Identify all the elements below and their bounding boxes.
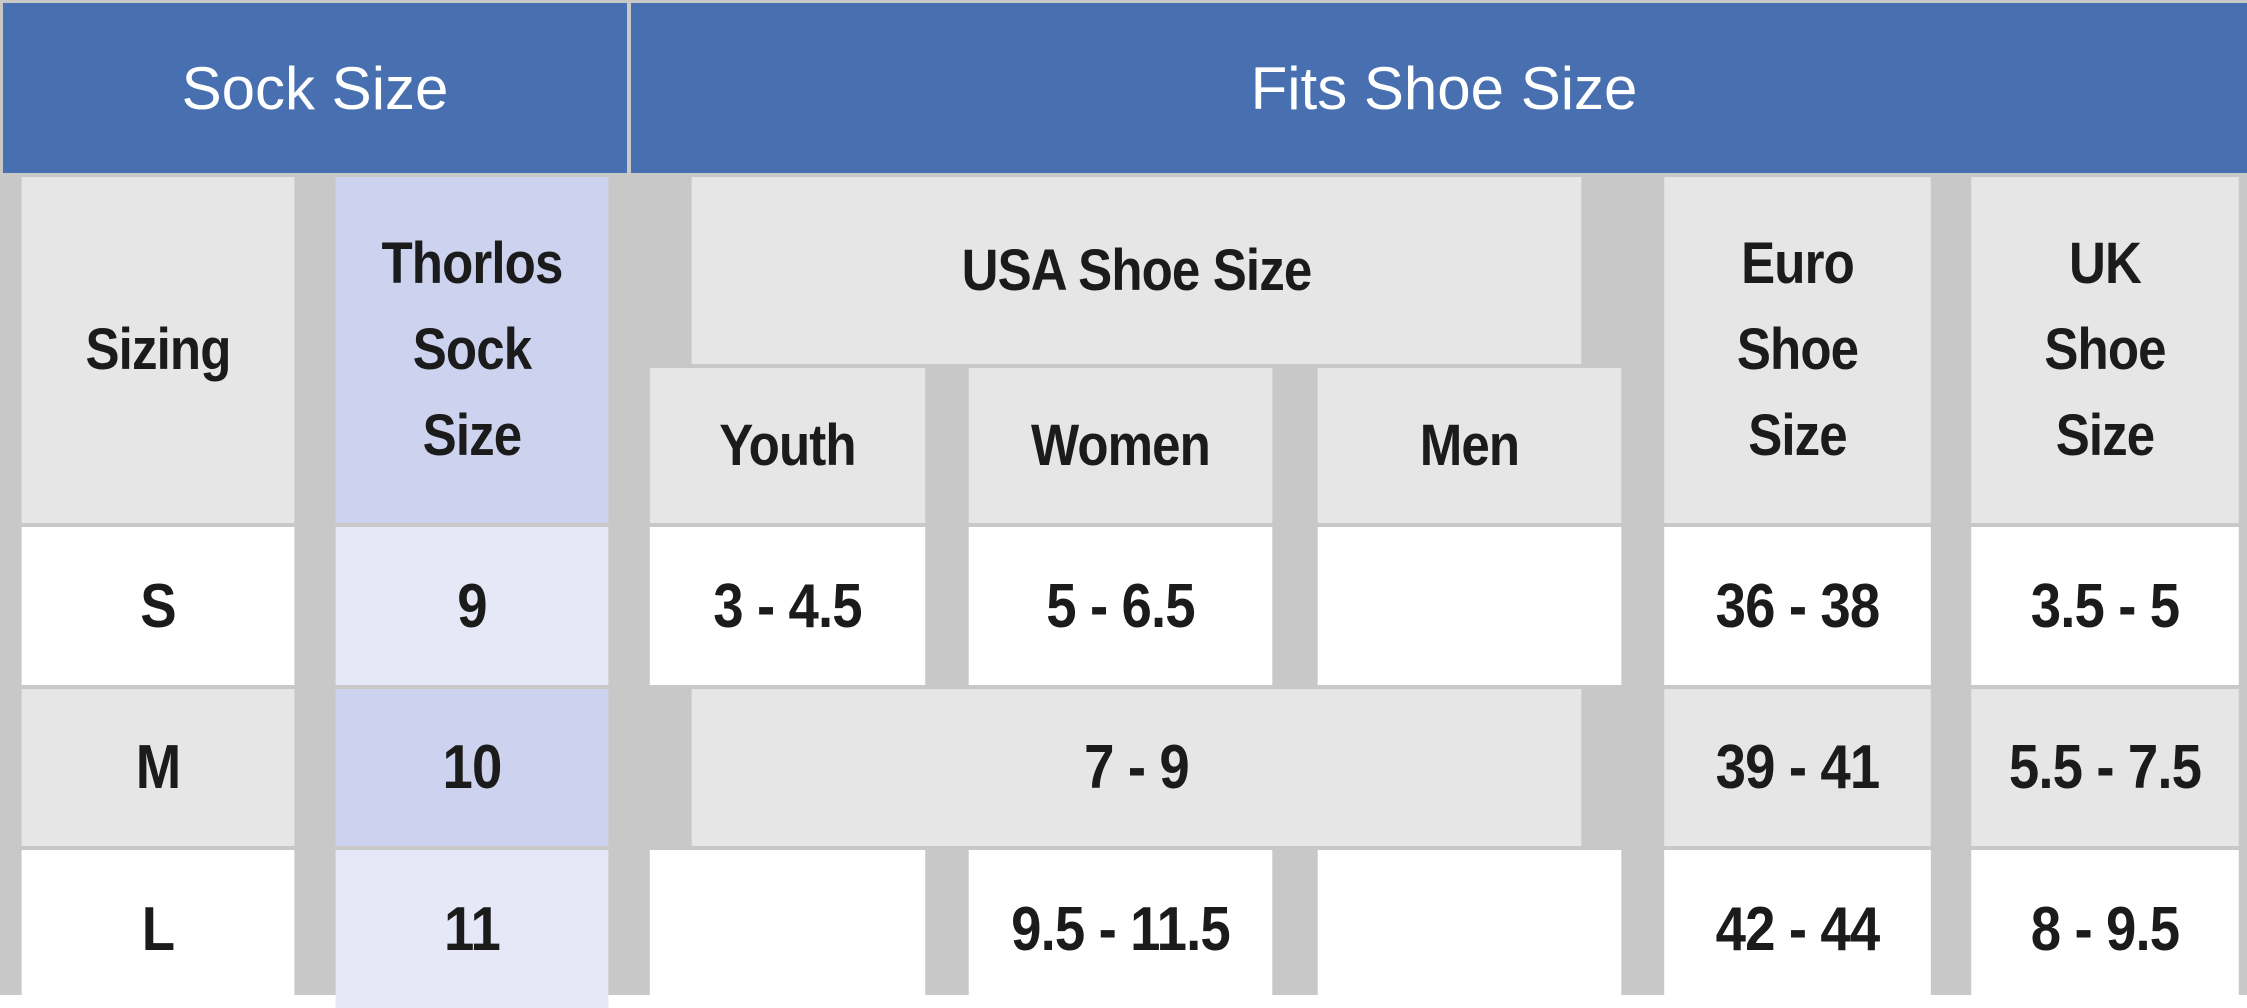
header-sock-size-label: Sock Size bbox=[181, 54, 449, 122]
header-fits-shoe-size: Fits Shoe Size bbox=[631, 3, 2247, 173]
row-l-thorlos-value: 11 bbox=[444, 894, 501, 964]
subheader-women: Women bbox=[968, 368, 1273, 523]
header-fits-shoe-size-label: Fits Shoe Size bbox=[1250, 54, 1638, 122]
subheader-usa-shoe-size: USA Shoe Size bbox=[691, 177, 1582, 364]
row-s-women: 5 - 6.5 bbox=[968, 527, 1273, 685]
subheader-usa-shoe-size-label: USA Shoe Size bbox=[961, 237, 1313, 303]
row-l-youth bbox=[649, 850, 926, 1008]
row-s-men bbox=[1317, 527, 1622, 685]
row-m-sizing-value: M bbox=[135, 733, 181, 802]
row-l-euro-value: 42 - 44 bbox=[1715, 894, 1881, 964]
row-s-uk-value: 3.5 - 5 bbox=[2030, 571, 2180, 641]
row-s-youth: 3 - 4.5 bbox=[649, 527, 926, 685]
subheader-sizing: Sizing bbox=[21, 177, 295, 523]
subheader-youth-label: Youth bbox=[719, 412, 856, 478]
row-s-youth-value: 3 - 4.5 bbox=[713, 571, 862, 641]
subheader-euro-shoe-size: Euro Shoe Size bbox=[1664, 177, 1931, 523]
row-s-euro-value: 36 - 38 bbox=[1715, 571, 1881, 641]
row-s-sizing: S bbox=[21, 527, 295, 685]
subheader-uk-shoe-size-label: UK Shoe Size bbox=[2044, 231, 2166, 468]
subheader-uk-shoe-size: UK Shoe Size bbox=[1971, 177, 2239, 523]
row-s-sizing-value: S bbox=[140, 571, 176, 641]
row-l-men bbox=[1317, 850, 1622, 1008]
subheader-men-label: Men bbox=[1419, 412, 1520, 478]
row-l-thorlos: 11 bbox=[335, 850, 609, 1008]
row-s-women-value: 5 - 6.5 bbox=[1046, 571, 1195, 641]
row-m-thorlos: 10 bbox=[335, 689, 609, 846]
row-s-thorlos: 9 bbox=[335, 527, 609, 685]
row-m-euro-value: 39 - 41 bbox=[1715, 733, 1881, 802]
row-l-women: 9.5 - 11.5 bbox=[968, 850, 1273, 1008]
row-l-euro: 42 - 44 bbox=[1664, 850, 1931, 1008]
row-m-sizing: M bbox=[21, 689, 295, 846]
row-s-thorlos-value: 9 bbox=[457, 571, 487, 641]
row-l-uk: 8 - 9.5 bbox=[1971, 850, 2239, 1008]
subheader-thorlos-sock-size-label: Thorlos Sock Size bbox=[381, 231, 563, 468]
row-s-euro: 36 - 38 bbox=[1664, 527, 1931, 685]
row-l-women-value: 9.5 - 11.5 bbox=[1011, 894, 1231, 964]
subheader-men: Men bbox=[1317, 368, 1622, 523]
subheader-women-label: Women bbox=[1031, 412, 1211, 478]
row-m-uk: 5.5 - 7.5 bbox=[1971, 689, 2239, 846]
row-s-uk: 3.5 - 5 bbox=[1971, 527, 2239, 685]
subheader-thorlos-sock-size: Thorlos Sock Size bbox=[335, 177, 609, 523]
row-l-sizing: L bbox=[21, 850, 295, 1008]
row-m-euro: 39 - 41 bbox=[1664, 689, 1931, 846]
row-m-usa-combined-value: 7 - 9 bbox=[1084, 733, 1190, 802]
row-l-uk-value: 8 - 9.5 bbox=[2030, 894, 2180, 964]
header-sock-size: Sock Size bbox=[3, 3, 627, 173]
row-m-thorlos-value: 10 bbox=[442, 733, 503, 802]
subheader-youth: Youth bbox=[649, 368, 926, 523]
row-m-usa-combined: 7 - 9 bbox=[691, 689, 1582, 846]
row-l-sizing-value: L bbox=[141, 894, 175, 964]
subheader-euro-shoe-size-label: Euro Shoe Size bbox=[1736, 231, 1859, 468]
row-m-uk-value: 5.5 - 7.5 bbox=[2008, 733, 2202, 802]
subheader-sizing-label: Sizing bbox=[85, 317, 231, 382]
